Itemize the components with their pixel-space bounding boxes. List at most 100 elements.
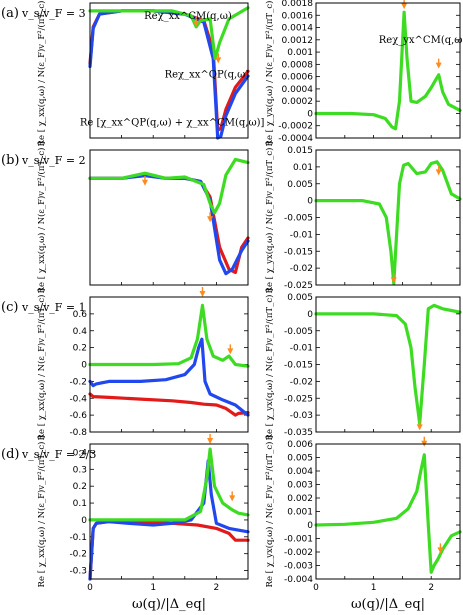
y-tick-label: -0.002 xyxy=(284,548,313,558)
y-tick-label: -0.6 xyxy=(69,411,87,421)
y-axis-label: Re [ χ_xx(q,ω) / N(ε_F)v_F²/(πT_c) ] xyxy=(36,436,47,588)
peak-arrow xyxy=(229,495,236,502)
y-tick-label: 0.001 xyxy=(287,508,313,518)
y-tick-label: -0.025 xyxy=(284,394,313,404)
chart-panel-a-left: Reχ_xx^CM(q,ω) Reχ_xx^QP(q,ω) Re [χ_xx^QP(… xyxy=(21,0,265,146)
y-tick-label: -0.005 xyxy=(284,214,313,224)
chart-panel-c-left: -0.8 -0.6 -0.4 -0.2 0 0.2 0.4 0.6 Re [ χ_xx(q,ω)… xyxy=(21,287,250,441)
y-tick-label: 0.2 xyxy=(73,482,87,492)
x-axis-label: ω(q)/|Δ_eq| xyxy=(132,597,206,612)
peak-arrow xyxy=(193,20,200,27)
axes-frame xyxy=(89,296,249,433)
series-annotation: Re [χ_xx^QP(q,ω) + χ_xx^CM(q,ω)] xyxy=(80,117,265,128)
y-tick-label: -0.2 xyxy=(69,377,87,387)
y-tick-label: -0.2 xyxy=(69,550,87,560)
series-line xyxy=(88,173,250,274)
x-tick-label: 0 xyxy=(87,583,93,593)
y-tick-label: 0.005 xyxy=(287,454,313,464)
y-tick-label: -0.0004 xyxy=(278,134,313,144)
y-tick-label: 0 xyxy=(307,310,313,320)
y-tick-label: -0.004 xyxy=(284,575,313,585)
y-tick-label: 0.0012 xyxy=(282,36,314,46)
x-tick-label: 0 xyxy=(313,583,319,593)
peak-arrow xyxy=(227,348,234,355)
y-tick-label: 0.01 xyxy=(293,163,313,173)
series-annotation: Reχ_yx^CM(q,ω) xyxy=(379,35,463,46)
y-tick-label: -0.8 xyxy=(69,428,87,438)
y-tick-label: -0.015 xyxy=(284,247,313,257)
y-axis-label: Re [ χ_yx(q,ω) / N(ε_F)v_F²/(πT_c) ] xyxy=(264,436,275,588)
y-tick-label: -0.02 xyxy=(290,377,313,387)
axes-frame xyxy=(89,443,249,580)
axes-frame xyxy=(89,2,249,139)
y-tick-label: 0 xyxy=(81,361,87,371)
y-tick-label: 0 xyxy=(81,516,87,526)
series-line xyxy=(88,519,250,581)
y-tick-label: 0.1 xyxy=(73,499,87,509)
peak-arrow xyxy=(207,216,214,223)
series-line xyxy=(314,303,462,426)
peak-arrow xyxy=(435,62,442,69)
y-tick-label: 0.0002 xyxy=(282,97,314,107)
y-tick-label: 0.2 xyxy=(73,344,87,354)
y-tick-label: -0.01 xyxy=(290,230,313,240)
series-annotation: Reχ_xx^CM(q,ω) xyxy=(144,11,232,22)
y-tick-label: -0.003 xyxy=(284,562,313,572)
axes-frame xyxy=(315,296,461,433)
peak-arrow xyxy=(207,438,214,444)
series-line xyxy=(314,160,462,285)
chart-panel-b-right: -0.025 -0.02 -0.015 -0.01 -0.005 0 0.005 0.01 0.… xyxy=(264,142,462,293)
y-tick-label: -0.0002 xyxy=(278,122,313,132)
peak-arrow xyxy=(199,291,206,297)
y-axis-label: Re [ χ_yx(q,ω) / N(ε_F)v_F²/(πT_c) ] xyxy=(264,0,275,146)
series-line xyxy=(88,9,250,140)
y-tick-label: -0.005 xyxy=(284,327,313,337)
y-tick-label: -0.02 xyxy=(290,264,313,274)
y-tick-label: -0.015 xyxy=(284,361,313,371)
series-line xyxy=(88,157,250,215)
y-tick-label: 0.005 xyxy=(287,293,313,303)
series-line xyxy=(314,10,462,131)
peak-arrow xyxy=(215,57,222,64)
y-tick-label: 0.002 xyxy=(287,494,313,504)
y-tick-label: 0.0014 xyxy=(282,24,314,34)
y-axis-label: Re [ χ_xx(q,ω) / N(ε_F)v_F²/(πT_c) ] xyxy=(36,0,47,146)
peak-arrow xyxy=(390,277,397,284)
y-tick-label: 0.4 xyxy=(73,448,88,458)
y-tick-label: 0 xyxy=(307,109,313,119)
y-axis-label: Re [ χ_yx(q,ω) / N(ε_F)v_F²/(πT_c) ] xyxy=(264,289,275,441)
y-tick-label: 0.003 xyxy=(287,481,313,491)
y-tick-label: 0.001 xyxy=(287,48,313,58)
chart-panel-c-right: -0.035 -0.03 -0.025 -0.02 -0.015 -0.01 -0.005 0… xyxy=(264,289,462,441)
y-tick-label: 0.006 xyxy=(287,440,313,450)
series-line xyxy=(88,447,250,522)
y-tick-label: 0.004 xyxy=(287,467,313,477)
velocity-ratio-label: v_s/v_F = 3 xyxy=(21,7,86,20)
y-tick-label: 0.0006 xyxy=(282,73,314,83)
panel-label: (b) xyxy=(1,153,19,168)
y-tick-label: -0.025 xyxy=(284,281,313,291)
series-line xyxy=(88,303,250,368)
chart-panel-b-left: Re [ χ_xx(q,ω) / N(ε_F)v_F²/(πT_c) ]v_s/… xyxy=(21,142,250,293)
peak-arrow xyxy=(435,169,442,176)
x-tick-label: 1 xyxy=(371,583,377,593)
y-tick-label: -0.1 xyxy=(69,533,87,543)
panel-label: (c) xyxy=(1,300,18,315)
x-tick-label: 2 xyxy=(428,583,434,593)
x-tick-label: 1 xyxy=(150,583,156,593)
y-tick-label: 0.015 xyxy=(287,146,313,156)
series-line xyxy=(88,459,250,581)
y-tick-label: 0.3 xyxy=(73,465,87,475)
series-line xyxy=(314,453,462,574)
peak-arrow xyxy=(141,179,148,186)
peak-arrow xyxy=(437,547,444,554)
series-line xyxy=(88,337,250,417)
peak-arrow xyxy=(401,3,408,10)
series-annotation: Reχ_xx^QP(q,ω) xyxy=(165,70,250,81)
y-axis-label: Re [ χ_xx(q,ω) / N(ε_F)v_F²/(πT_c) ] xyxy=(36,289,47,441)
y-tick-label: -0.01 xyxy=(290,344,313,354)
series-line xyxy=(88,392,250,417)
y-tick-label: -0.03 xyxy=(290,411,313,421)
y-tick-label: 0 xyxy=(307,521,313,531)
